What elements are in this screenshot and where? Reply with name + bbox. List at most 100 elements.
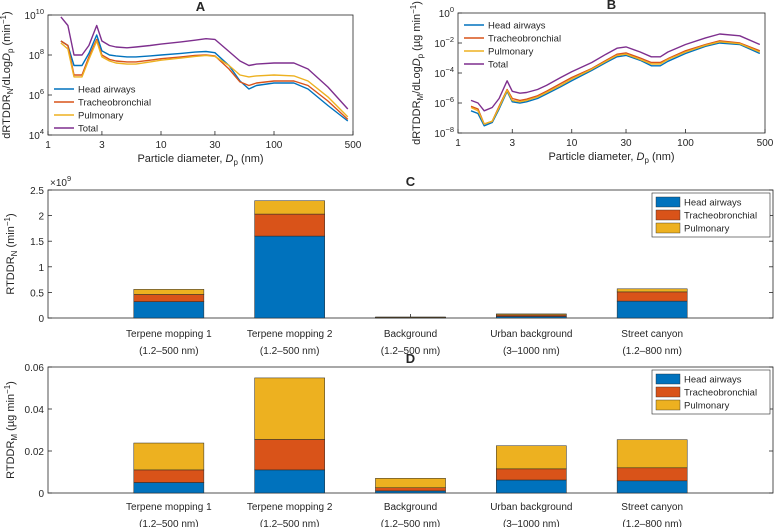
legend-label: Head airways <box>78 85 136 96</box>
bar-segment-pulmonary <box>616 439 688 469</box>
legend: Head airways Tracheobronchial Pulmonary Tot… <box>464 21 561 71</box>
category-label: Background <box>384 329 437 340</box>
legend-label: Pulmonary <box>488 47 534 58</box>
label-main: dRTDDR <box>411 100 423 144</box>
label-sup: −1 <box>409 4 418 14</box>
label-main: ) <box>5 213 17 217</box>
bar-segment-pulmonary <box>254 377 325 440</box>
y-axis-label: RTDDRM (µg min−1) <box>3 381 19 479</box>
category-range: (1.2–800 nm) <box>622 519 681 527</box>
legend-label: Pulmonary <box>684 224 730 235</box>
tick-exp: 6 <box>40 87 44 96</box>
y-axis-label: dRTDDRN/dLogDp (min−1) <box>0 11 15 138</box>
x-tick-label: 3 <box>99 140 105 151</box>
label-sub: N <box>10 250 19 256</box>
bar-segment-head-airways <box>133 482 205 494</box>
label-main: ) <box>1 11 13 15</box>
series-line-total <box>60 16 349 110</box>
tick-base: 10 <box>29 51 41 62</box>
tick-exp: 9 <box>67 174 71 183</box>
y-tick-label: 10−6 <box>434 95 454 110</box>
series-line-total <box>470 33 761 112</box>
x-axis-label: Particle diameter, Dp (nm) <box>548 151 674 165</box>
category-label: Terpene mopping 2 <box>247 502 333 513</box>
label-main: (nm) <box>649 151 675 163</box>
tick-exp: −2 <box>445 35 454 44</box>
label-main: Particle diameter, <box>137 153 225 165</box>
legend-label: Tracheobronchial <box>488 34 561 45</box>
label-main: (µg min <box>411 14 423 54</box>
y-tick-label: 2.5 <box>30 186 44 197</box>
x-tick-label: 1 <box>45 140 51 151</box>
legend: Head airways Tracheobronchial Pulmonary Tot… <box>54 85 151 135</box>
panel-title-D: D <box>406 351 415 366</box>
label-main: dRTDDR <box>1 94 13 138</box>
exponent-label: ×109 <box>50 174 71 189</box>
legend: Head airways Tracheobronchial Pulmonary <box>651 192 771 238</box>
y-tick-label: 1 <box>38 263 44 274</box>
label-main: (µg min <box>5 394 17 434</box>
label-sup: −1 <box>3 384 12 394</box>
category-label: Terpene mopping 1 <box>126 329 212 340</box>
bar-segment-pulmonary <box>375 478 446 488</box>
series-line-pulmonary <box>470 41 761 125</box>
legend-label: Head airways <box>488 21 546 32</box>
x-tick-label: 3 <box>509 138 515 149</box>
legend-label: Tracheobronchial <box>78 98 151 109</box>
legend-swatch <box>655 196 681 208</box>
plot-frame <box>47 14 354 136</box>
legend-swatch <box>655 222 681 234</box>
bar-segment-head-airways <box>616 480 688 494</box>
tick-exp: −4 <box>445 65 454 74</box>
category-label: Background <box>384 502 437 513</box>
legend-label: Pulmonary <box>78 111 124 122</box>
y-tick-label: 0.06 <box>25 363 45 374</box>
label-sub: p <box>416 53 425 58</box>
category-range: (3–1000 nm) <box>503 346 560 357</box>
category-label: Terpene mopping 1 <box>126 502 212 513</box>
category-range: (1.2–500 nm) <box>139 346 198 357</box>
panel-title-A: A <box>196 0 206 14</box>
tick-exp: −6 <box>445 95 454 104</box>
legend-label: Total <box>78 124 98 135</box>
tick-base: 10 <box>434 39 446 50</box>
legend-swatch <box>655 209 681 221</box>
y-tick-label: 0 <box>38 314 44 325</box>
x-tick-label: 500 <box>757 138 774 149</box>
legend-label: Total <box>488 60 508 71</box>
panel-title-C: C <box>406 174 416 189</box>
category-range: (1.2–500 nm) <box>260 346 319 357</box>
category-label: Street canyon <box>621 502 683 513</box>
label-main: (nm) <box>238 153 264 165</box>
label-sup: −1 <box>0 14 8 24</box>
bar-segment-pulmonary <box>133 289 205 295</box>
y-tick-label: 10−2 <box>434 35 454 50</box>
series-line-pulmonary <box>60 40 349 118</box>
label-main: ) <box>411 1 423 5</box>
bar-segment-pulmonary <box>133 442 205 471</box>
bar-segment-head-airways <box>254 235 325 319</box>
y-tick-label: 100 <box>439 5 454 20</box>
x-tick-label: 30 <box>620 138 632 149</box>
tick-exp: −8 <box>445 125 454 134</box>
bar-segment-tracheobronchial <box>133 469 205 483</box>
x-tick-label: 10 <box>566 138 578 149</box>
tick-base: 10 <box>434 129 446 140</box>
y-tick-label: 104 <box>29 127 44 142</box>
bar-segment-pulmonary <box>254 200 325 215</box>
bar-segment-head-airways <box>133 301 205 319</box>
label-main: RTDDR <box>5 256 17 294</box>
tick-base: 10 <box>434 69 446 80</box>
tick-exp: 8 <box>40 47 44 56</box>
tick-base: 10 <box>25 11 37 22</box>
legend-label: Tracheobronchial <box>684 211 757 222</box>
legend-label: Pulmonary <box>684 401 730 412</box>
x-tick-label: 100 <box>266 140 283 151</box>
label-sub: p <box>6 48 15 53</box>
tick-base: 10 <box>29 131 41 142</box>
y-axis-label: dRTDDRM/dLogDp (µg min−1) <box>409 1 425 145</box>
bar-segment-tracheobronchial <box>375 487 446 492</box>
